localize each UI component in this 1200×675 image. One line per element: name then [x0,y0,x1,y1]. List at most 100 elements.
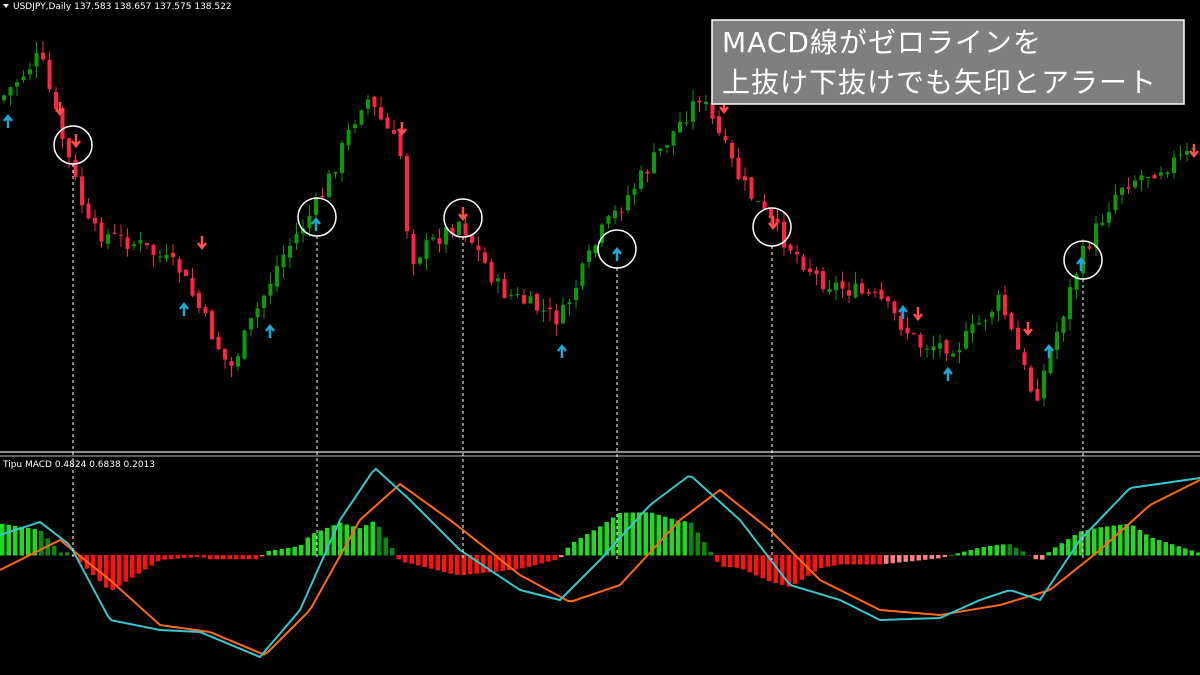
histogram-bar [520,555,525,569]
candle-body [86,203,91,219]
candle-body [1094,223,1098,248]
histogram-bar [702,542,707,556]
histogram-bar [806,555,811,576]
candle-body [93,217,97,224]
histogram-bar [299,544,304,556]
candle-body [548,307,552,310]
candle-body [99,222,104,242]
candle-body [697,100,702,103]
histogram-bar [741,555,746,570]
histogram-bar [117,555,122,586]
histogram-bar [97,555,102,582]
histogram-bar [1014,547,1019,556]
histogram-bar [1189,550,1194,556]
down-arrow [1023,322,1033,337]
candle-body [262,295,266,308]
candle-body [125,237,130,249]
histogram-bar [500,555,505,571]
candle-body [106,234,110,244]
candle-body [320,195,325,198]
annotation-line: MACD線がゼロラインを [722,26,1042,59]
histogram-bar [351,526,356,556]
up-arrow [898,304,908,319]
histogram-bar [65,552,70,556]
candle-body [307,215,312,228]
candle-body [457,221,461,235]
candle-body [769,208,773,219]
candle-body [190,278,195,296]
histogram-bar [1001,544,1006,556]
histogram-bar [58,552,63,556]
histogram-bar [1072,535,1077,556]
candle-body [1081,245,1085,274]
histogram-bar [130,555,135,578]
histogram-bar [942,555,947,558]
histogram-bar [611,517,616,556]
signal-markers [3,100,1199,560]
candle-body [255,308,260,318]
histogram-bar [767,555,772,582]
dropdown-icon [3,4,9,8]
histogram-bar [1079,531,1084,556]
candle-body [775,218,780,224]
candle-body [990,312,994,318]
candle-body [450,227,455,235]
candle-body [418,257,422,264]
down-arrow [1189,144,1199,159]
histogram-bar [19,526,24,556]
candle-body [1042,370,1046,399]
candle-body [918,334,923,348]
candle-body [145,242,149,246]
candle-body [359,110,364,125]
histogram-bar [721,555,726,567]
candle-body [873,291,877,293]
histogram-bar [91,555,96,576]
up-arrow [943,366,953,381]
candle-body [54,92,58,110]
histogram-bar [110,555,115,590]
candle-body [684,122,689,124]
histogram-bar [916,555,921,561]
candle-body [1100,222,1105,225]
histogram-bar [585,534,590,556]
histogram-bar [312,533,317,556]
candle-body [691,101,695,122]
histogram-bar [162,555,167,560]
candle-body [860,283,864,294]
candle-body [294,234,299,244]
histogram-bar [442,555,447,572]
candle-body [619,211,624,213]
histogram-bar [435,555,440,571]
histogram-bar [403,555,408,563]
histogram-bar [936,555,941,559]
histogram-bar [383,537,388,556]
candle-body [476,245,481,251]
histogram-bar [1196,552,1200,556]
histogram-bar [286,547,291,556]
candle-body [1003,294,1007,316]
histogram-bar [416,555,421,566]
candle-body [21,76,26,80]
candle-body [574,287,578,301]
histogram-bar [923,555,928,560]
histogram-bar [1176,546,1181,556]
histogram-bar [994,545,999,556]
up-arrow [311,216,321,231]
candle-body [1009,313,1014,330]
candle-body [73,159,78,177]
candle-body [1120,187,1124,195]
histogram-bar [344,524,349,556]
candle-body [593,245,598,254]
down-arrow [397,122,407,137]
histogram-bar [676,520,681,556]
histogram-bar [793,555,798,584]
candle-body [561,304,565,324]
histogram-bar [929,555,934,560]
histogram-bar [734,555,739,568]
price-pane [2,41,1196,407]
histogram-bar [669,518,674,556]
up-arrow [1044,343,1054,358]
candle-body [613,210,617,219]
candle-body [1022,352,1027,366]
